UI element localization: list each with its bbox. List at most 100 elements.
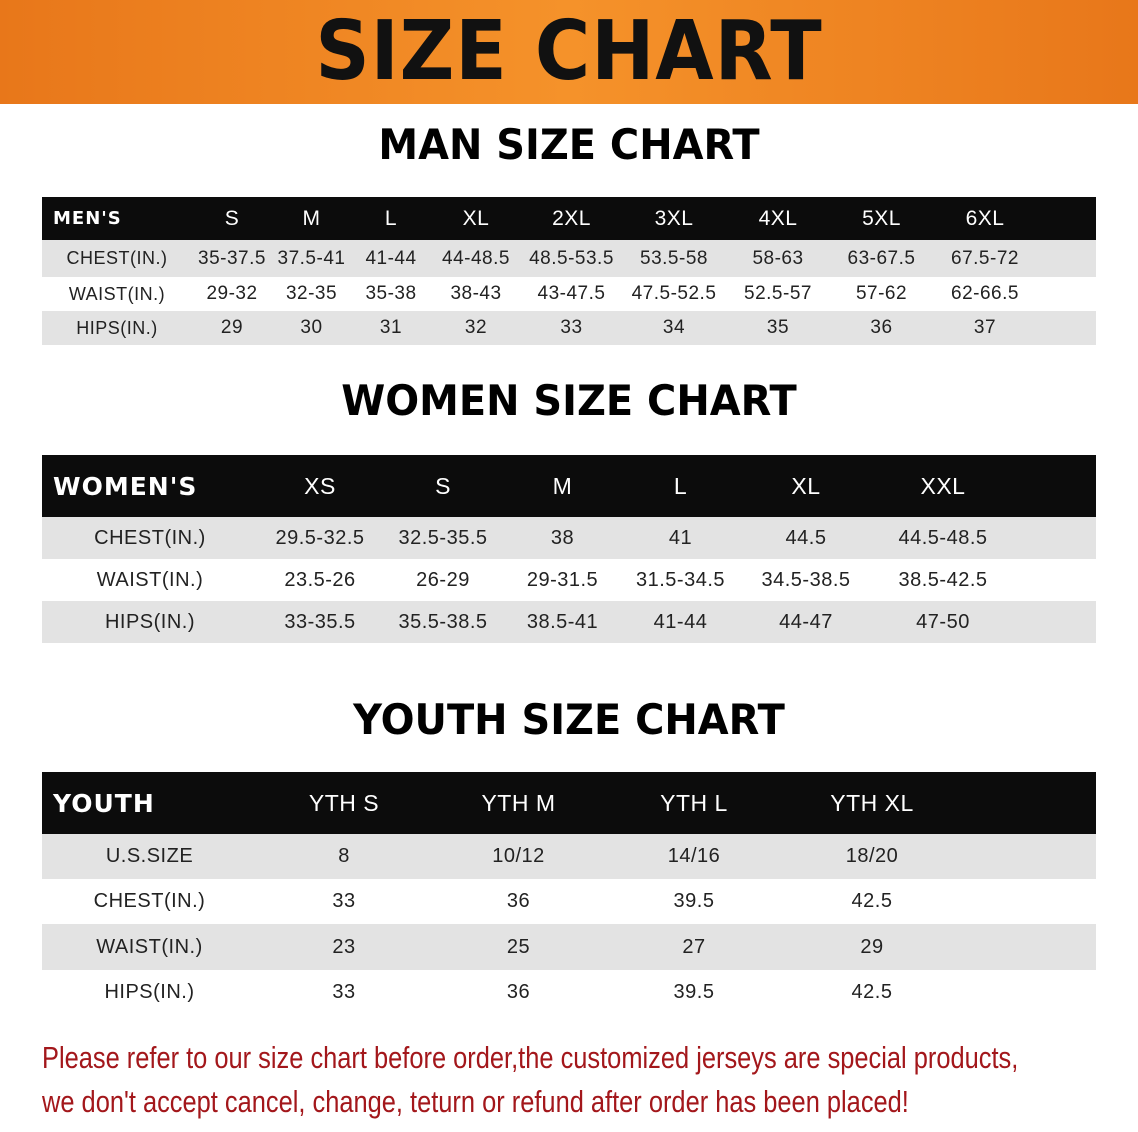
size-header-cell: 5XL xyxy=(862,206,901,230)
measurement-cell: 42.5 xyxy=(851,890,893,912)
size-header-cell: YTH XL xyxy=(830,789,914,816)
table-row: WAIST(IN.) 29-32 32-35 35-38 38-43 43-47.5 47.… xyxy=(42,277,1096,311)
table-header-row: YOUTH YTH S YTH M YTH L YTH XL xyxy=(42,772,1096,834)
table-row: CHEST(IN.) 29.5-32.5 32.5-35.5 38 41 44.5 44.5… xyxy=(42,517,1096,559)
measurement-cell: 10/12 xyxy=(492,845,545,867)
table-row: HIPS(IN.) 33-35.5 35.5-38.5 38.5-41 41-44 44-… xyxy=(42,601,1096,643)
measurement-cell: 38-43 xyxy=(450,283,502,304)
measurement-cell: 26-29 xyxy=(416,568,470,591)
measurement-cell: 44.5 xyxy=(785,526,827,549)
measurement-cell: 38 xyxy=(550,526,575,549)
size-header-cell: 4XL xyxy=(758,206,798,230)
order-notice-line-2: we don't accept cancel, change, teturn o… xyxy=(42,1084,909,1119)
measurement-cell: 41-44 xyxy=(653,610,708,633)
measurement-cell: 33 xyxy=(332,981,356,1003)
row-label: WAIST(IN.) xyxy=(68,283,166,304)
measurement-cell: 41-44 xyxy=(365,247,417,269)
measurement-cell: 67.5-72 xyxy=(951,247,1019,269)
measurement-cell: 48.5-53.5 xyxy=(529,247,614,269)
size-header-cell: 2XL xyxy=(552,206,591,230)
row-label: CHEST(IN.) xyxy=(66,248,168,268)
measurement-cell: 29 xyxy=(860,935,884,958)
measurement-cell: 23.5-26 xyxy=(284,568,356,591)
measurement-cell: 29-32 xyxy=(206,283,258,304)
measurement-cell: 38.5-42.5 xyxy=(898,568,988,591)
table-title-cell: WOMEN'S xyxy=(53,471,198,501)
measurement-cell: 57-62 xyxy=(855,283,908,304)
measurement-cell: 35.5-38.5 xyxy=(398,610,488,633)
youth-size-table: YOUTH YTH S YTH M YTH L YTH XL U.S.SIZE 8 10/12… xyxy=(42,772,1096,1015)
page-title: SIZE CHART xyxy=(315,4,823,99)
table-header-row: WOMEN'S XS S M L XL XXL xyxy=(42,455,1096,517)
measurement-cell: 38.5-41 xyxy=(526,610,599,633)
table-row: HIPS(IN.) 29 30 31 32 33 34 35 36 37 xyxy=(42,311,1096,345)
size-header-cell: 3XL xyxy=(654,206,694,230)
youth-section-title: YOUTH SIZE CHART xyxy=(353,695,785,744)
measurement-cell: 47-50 xyxy=(916,610,970,633)
measurement-cell: 43-47.5 xyxy=(537,283,606,304)
measurement-cell: 41 xyxy=(668,526,693,549)
size-header-cell: M xyxy=(552,472,573,499)
measurement-cell: 14/16 xyxy=(667,845,721,867)
table-row: CHEST(IN.) 35-37.5 37.5-41 41-44 44-48.5 48.5… xyxy=(42,240,1096,277)
women-size-table: WOMEN'S XS S M L XL XXL CHEST(IN.) 29.5-32.5 32.5… xyxy=(42,455,1096,643)
table-title-cell: MEN'S xyxy=(53,208,122,229)
measurement-cell: 25 xyxy=(506,935,531,958)
table-row: WAIST(IN.) 23.5-26 26-29 29-31.5 31.5-34.5 34… xyxy=(42,559,1096,601)
measurement-cell: 36 xyxy=(506,981,531,1003)
measurement-cell: 34.5-38.5 xyxy=(761,568,851,591)
measurement-cell: 32.5-35.5 xyxy=(398,526,488,549)
measurement-cell: 29 xyxy=(220,317,244,338)
measurement-cell: 35 xyxy=(766,317,790,338)
row-label: HIPS(IN.) xyxy=(104,981,195,1003)
measurement-cell: 44.5-48.5 xyxy=(898,526,988,549)
measurement-cell: 33 xyxy=(332,890,356,912)
measurement-cell: 58-63 xyxy=(752,247,804,269)
size-header-cell: YTH S xyxy=(308,789,380,816)
row-label: HIPS(IN.) xyxy=(104,610,196,633)
measurement-cell: 23 xyxy=(332,935,356,958)
measurement-cell: 29.5-32.5 xyxy=(275,526,365,549)
men-section-title: MAN SIZE CHART xyxy=(378,120,760,169)
measurement-cell: 52.5-57 xyxy=(744,283,812,304)
row-label: HIPS(IN.) xyxy=(76,317,158,338)
size-header-cell: L xyxy=(673,472,688,499)
row-label: CHEST(IN.) xyxy=(93,890,206,912)
measurement-cell: 27 xyxy=(682,935,706,958)
measurement-cell: 47.5-52.5 xyxy=(631,283,717,304)
measurement-cell: 42.5 xyxy=(851,981,893,1003)
size-header-cell: S xyxy=(224,206,240,230)
measurement-cell: 44-48.5 xyxy=(442,247,510,269)
measurement-cell: 31 xyxy=(379,317,403,338)
size-header-cell: XS xyxy=(304,472,336,499)
size-header-cell: XL xyxy=(791,472,821,499)
size-header-cell: XL xyxy=(462,206,490,230)
table-row: WAIST(IN.) 23 25 27 29 xyxy=(42,924,1096,970)
measurement-cell: 34 xyxy=(662,317,686,338)
measurement-cell: 35-38 xyxy=(365,283,417,304)
measurement-cell: 32-35 xyxy=(285,283,338,304)
row-label: WAIST(IN.) xyxy=(96,568,204,591)
size-header-cell: L xyxy=(384,206,398,230)
measurement-cell: 33 xyxy=(560,317,583,338)
size-header-cell: M xyxy=(302,206,321,230)
measurement-cell: 37.5-41 xyxy=(277,247,346,269)
measurement-cell: 63-67.5 xyxy=(847,247,916,269)
measurement-cell: 39.5 xyxy=(673,890,715,912)
measurement-cell: 36 xyxy=(870,317,893,338)
size-header-cell: 6XL xyxy=(965,206,1005,230)
measurement-cell: 8 xyxy=(338,845,350,867)
men-size-table: MEN'S S M L XL 2XL 3XL 4XL 5XL 6XL CHEST(IN.) 35-37… xyxy=(42,197,1096,345)
measurement-cell: 39.5 xyxy=(673,981,715,1003)
size-header-cell: YTH L xyxy=(660,789,728,816)
measurement-cell: 35-37.5 xyxy=(198,247,266,269)
measurement-cell: 29-31.5 xyxy=(526,568,599,591)
row-label: U.S.SIZE xyxy=(105,845,194,867)
size-header-cell: S xyxy=(435,472,451,499)
row-label: CHEST(IN.) xyxy=(94,526,206,549)
measurement-cell: 33-35.5 xyxy=(284,610,356,633)
row-label: WAIST(IN.) xyxy=(96,935,203,958)
table-row: CHEST(IN.) 33 36 39.5 42.5 xyxy=(42,879,1096,924)
measurement-cell: 44-47 xyxy=(779,610,833,633)
title-banner: SIZE CHART xyxy=(0,0,1138,104)
